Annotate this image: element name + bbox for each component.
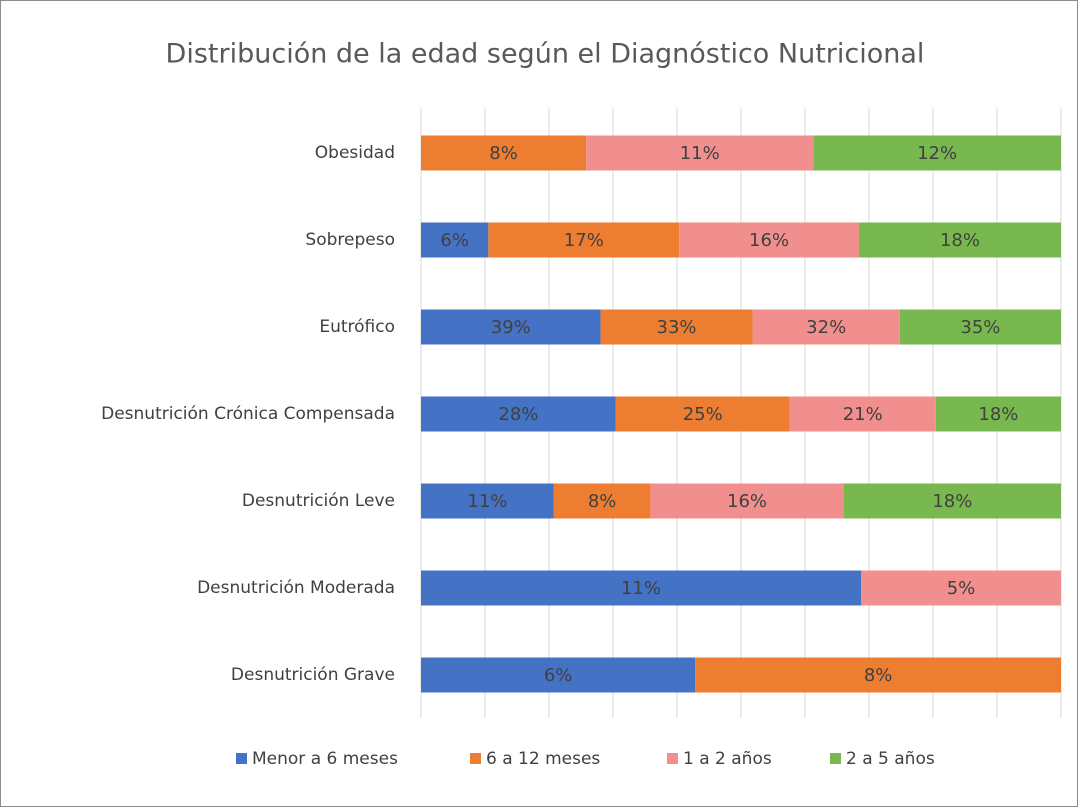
bar-segment: [843, 483, 1061, 519]
y-tick-label: Obesidad: [315, 143, 395, 163]
bar-segment: [813, 135, 1061, 171]
bar-segment: [789, 396, 936, 432]
data-label: 32%: [806, 317, 846, 338]
data-label: 18%: [940, 230, 980, 251]
bar-segment: [488, 222, 680, 258]
bar-segment: [858, 222, 1061, 258]
legend-label: Menor a 6 meses: [252, 749, 398, 769]
data-label: 12%: [917, 143, 957, 164]
y-tick-label: Desnutrición Crónica Compensada: [101, 404, 395, 424]
data-label: 8%: [864, 665, 893, 686]
data-label: 6%: [440, 230, 469, 251]
data-label: 8%: [588, 491, 617, 512]
data-label: 35%: [960, 317, 1000, 338]
bar-segment: [421, 135, 587, 171]
bar-segment: [421, 657, 696, 693]
data-label: 18%: [978, 404, 1018, 425]
data-label: 39%: [491, 317, 531, 338]
data-label: 11%: [467, 491, 507, 512]
data-label: 6%: [544, 665, 573, 686]
bar-segment: [421, 570, 861, 606]
y-tick-label: Desnutrición Leve: [242, 491, 395, 511]
bar-segment: [421, 222, 489, 258]
data-label: 18%: [932, 491, 972, 512]
data-label: 11%: [621, 578, 661, 599]
data-label: 28%: [498, 404, 538, 425]
legend-label: 2 a 5 años: [846, 749, 935, 769]
bar-segment: [935, 396, 1061, 432]
legend-label: 6 a 12 meses: [486, 749, 600, 769]
bar-segment: [421, 309, 601, 345]
y-tick-label: Sobrepeso: [305, 230, 395, 250]
legend-swatch: [236, 753, 247, 764]
y-tick-label: Eutrófico: [319, 317, 395, 337]
legend-swatch: [470, 753, 481, 764]
data-label: 5%: [947, 578, 976, 599]
bar-segment: [899, 309, 1061, 345]
legend-label: 1 a 2 años: [683, 749, 772, 769]
data-label: 16%: [749, 230, 789, 251]
bar-segment: [600, 309, 753, 345]
bar-segment: [679, 222, 859, 258]
bar-segment: [861, 570, 1061, 606]
bar-segment: [752, 309, 900, 345]
y-tick-label: Desnutrición Moderada: [197, 578, 395, 598]
bar-segment: [615, 396, 790, 432]
bar-segment: [553, 483, 651, 519]
data-label: 16%: [727, 491, 767, 512]
legend-swatch: [830, 753, 841, 764]
data-label: 33%: [657, 317, 697, 338]
data-label: 11%: [680, 143, 720, 164]
bar-segment: [586, 135, 814, 171]
chart-title: Distribución de la edad según el Diagnós…: [166, 39, 925, 70]
bar-segment: [421, 396, 616, 432]
data-label: 21%: [843, 404, 883, 425]
data-label: 17%: [564, 230, 604, 251]
bar-segment: [421, 483, 554, 519]
y-tick-label: Desnutrición Grave: [231, 665, 395, 685]
data-label: 8%: [489, 143, 518, 164]
legend-swatch: [667, 753, 678, 764]
bar-segment: [650, 483, 844, 519]
bar-segment: [695, 657, 1061, 693]
data-label: 25%: [683, 404, 723, 425]
